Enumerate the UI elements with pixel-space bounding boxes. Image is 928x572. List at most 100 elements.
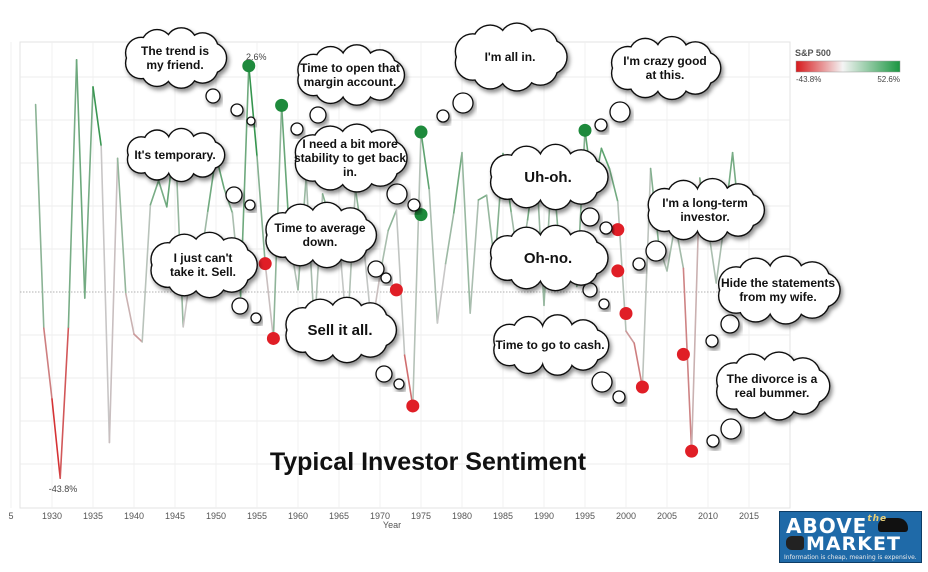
thought-text: I need a bit more [302, 137, 398, 151]
cloud-core [296, 311, 384, 349]
x-tick-label: 2000 [616, 511, 636, 521]
sentiment-marker [414, 125, 428, 139]
x-tick-label: 1935 [83, 511, 103, 521]
thought-bubble [393, 378, 405, 390]
series-segment [608, 168, 619, 203]
x-tick-label: 2005 [657, 511, 677, 521]
thought-bubble [580, 207, 600, 227]
logo-line2: MARKET [806, 533, 901, 555]
cloud-body [489, 224, 609, 292]
chart-legend: S&P 500 -43.8% 52.6% [795, 48, 901, 84]
x-tick-label: 2015 [739, 511, 759, 521]
series-segment [600, 147, 611, 170]
thought-cloud: Sell it all. [285, 296, 405, 390]
annotation-max-label: 2.6% [246, 52, 267, 62]
sentiment-marker [619, 307, 633, 320]
thought-bubble [309, 106, 327, 124]
thought-text: Uh-oh. [524, 169, 571, 186]
cloud-core [466, 38, 554, 76]
series-segment [682, 267, 693, 452]
thought-bubble [720, 418, 742, 440]
x-tick-label: 1940 [124, 511, 144, 521]
thought-bubble [244, 199, 256, 211]
thought-text: stability to get back [294, 151, 406, 165]
thought-text: Hide the statements [721, 276, 835, 290]
thought-bubble [205, 88, 221, 104]
series-segment [92, 86, 102, 148]
series-segment [133, 333, 143, 343]
thought-bubble [225, 186, 243, 204]
thought-bubble [246, 116, 256, 126]
thought-bubble [706, 434, 720, 448]
x-axis-label: Year [383, 520, 401, 530]
thought-bubble [645, 240, 667, 262]
thought-text: I'm crazy good [623, 54, 707, 68]
series-segment [149, 179, 160, 206]
cloud-body [265, 201, 378, 269]
series-segment [42, 327, 53, 400]
cloud-body [610, 35, 722, 101]
sentiment-marker [275, 98, 289, 112]
legend-color-bar [795, 60, 901, 73]
series-segment [395, 209, 406, 357]
series-segment [157, 179, 168, 208]
thought-text: The trend is [141, 44, 209, 58]
series-segment [428, 188, 439, 324]
thought-text: margin account. [304, 75, 397, 89]
cloud-core [657, 192, 753, 228]
thought-text: It's temporary. [134, 148, 215, 162]
legend-min-label: -43.8% [796, 75, 821, 84]
bull-icon [786, 536, 804, 550]
sentiment-marker [578, 123, 592, 137]
cloud-body [489, 143, 609, 211]
legend-max-label: 52.6% [877, 75, 900, 84]
sentiment-marker [685, 444, 699, 458]
bear-icon [878, 518, 908, 532]
series-segment [420, 131, 431, 191]
thought-text: from my wife. [739, 290, 816, 304]
thought-bubble [612, 390, 626, 404]
thought-bubble [632, 257, 646, 271]
sentiment-marker [242, 59, 256, 73]
thought-text: Sell it all. [307, 322, 372, 339]
series-segment [248, 65, 258, 157]
sentiment-marker [611, 264, 625, 278]
x-tick-label: 1985 [493, 511, 513, 521]
series-segment [452, 151, 463, 214]
series-segment [59, 326, 70, 479]
series-segment [67, 58, 78, 329]
annotation-min-label: -43.8% [49, 484, 78, 494]
thought-text: my friend. [146, 58, 203, 72]
cloud-core [500, 158, 596, 196]
cloud-body [454, 22, 568, 92]
thought-bubble [452, 92, 474, 114]
thought-bubble [375, 365, 393, 383]
thought-bubble [250, 312, 262, 324]
cloud-body [285, 296, 398, 364]
series-segment [34, 103, 45, 329]
cloud-core [621, 50, 709, 86]
cloud-body [717, 255, 841, 325]
thought-bubble [230, 103, 244, 117]
x-tick-label: 1930 [42, 511, 62, 521]
cloud-body [297, 44, 406, 106]
cloud-body [124, 27, 228, 89]
cloud-core [276, 216, 364, 254]
cloud-core [306, 139, 394, 177]
thought-text: down. [303, 235, 338, 249]
series-segment [75, 58, 86, 299]
sentiment-marker [266, 331, 280, 345]
series-segment [461, 151, 472, 314]
series-segment [125, 292, 135, 335]
series-segment [469, 199, 480, 314]
x-tick-label: 1965 [329, 511, 349, 521]
sentiment-marker [676, 347, 690, 361]
thought-text: Time to go to cash. [495, 338, 604, 352]
